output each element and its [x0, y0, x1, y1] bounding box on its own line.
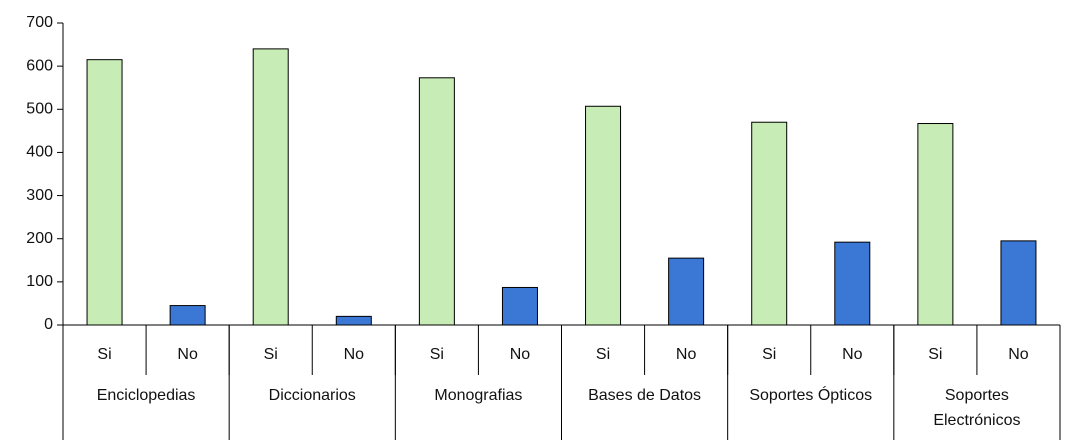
x-tick-label: No: [842, 346, 863, 363]
bar: [668, 257, 705, 326]
x-tick-label: Si: [97, 346, 111, 363]
bar: [751, 121, 788, 326]
y-tick-label: 0: [44, 316, 53, 333]
bar: [169, 305, 206, 326]
x-tick-label: Si: [430, 346, 444, 363]
group-label: Diccionarios: [268, 387, 356, 404]
x-tick-label: No: [510, 346, 531, 363]
bar: [418, 77, 455, 326]
bar: [834, 241, 871, 326]
y-tick-label: 300: [26, 187, 53, 204]
group-label: Soportes Ópticos: [749, 387, 873, 404]
bar: [86, 59, 123, 326]
x-tick-label: No: [177, 346, 198, 363]
y-tick-label: 700: [26, 14, 53, 31]
x-tick-label: Si: [762, 346, 776, 363]
x-tick-label: No: [344, 346, 365, 363]
bar: [252, 48, 289, 326]
x-tick-label: Si: [264, 346, 278, 363]
bar: [917, 123, 954, 326]
x-tick-label: No: [676, 346, 697, 363]
group-label: Monografias: [434, 387, 523, 404]
group-label: Bases de Datos: [588, 387, 702, 404]
y-tick-label: 500: [26, 101, 53, 118]
y-tick-label: 600: [26, 57, 53, 74]
x-tick-label: Si: [928, 346, 942, 363]
y-tick-label: 200: [26, 230, 53, 247]
y-tick-label: 400: [26, 144, 53, 161]
x-tick-label: Si: [596, 346, 610, 363]
bar: [585, 105, 622, 326]
y-tick-label: 100: [26, 273, 53, 290]
bar: [501, 286, 538, 326]
group-label: Enciclopedias: [96, 387, 196, 404]
x-tick-label: No: [1008, 346, 1029, 363]
bar: [335, 315, 372, 326]
bar: [1000, 240, 1037, 326]
group-label: Soportes Electrónicos: [933, 387, 1021, 429]
